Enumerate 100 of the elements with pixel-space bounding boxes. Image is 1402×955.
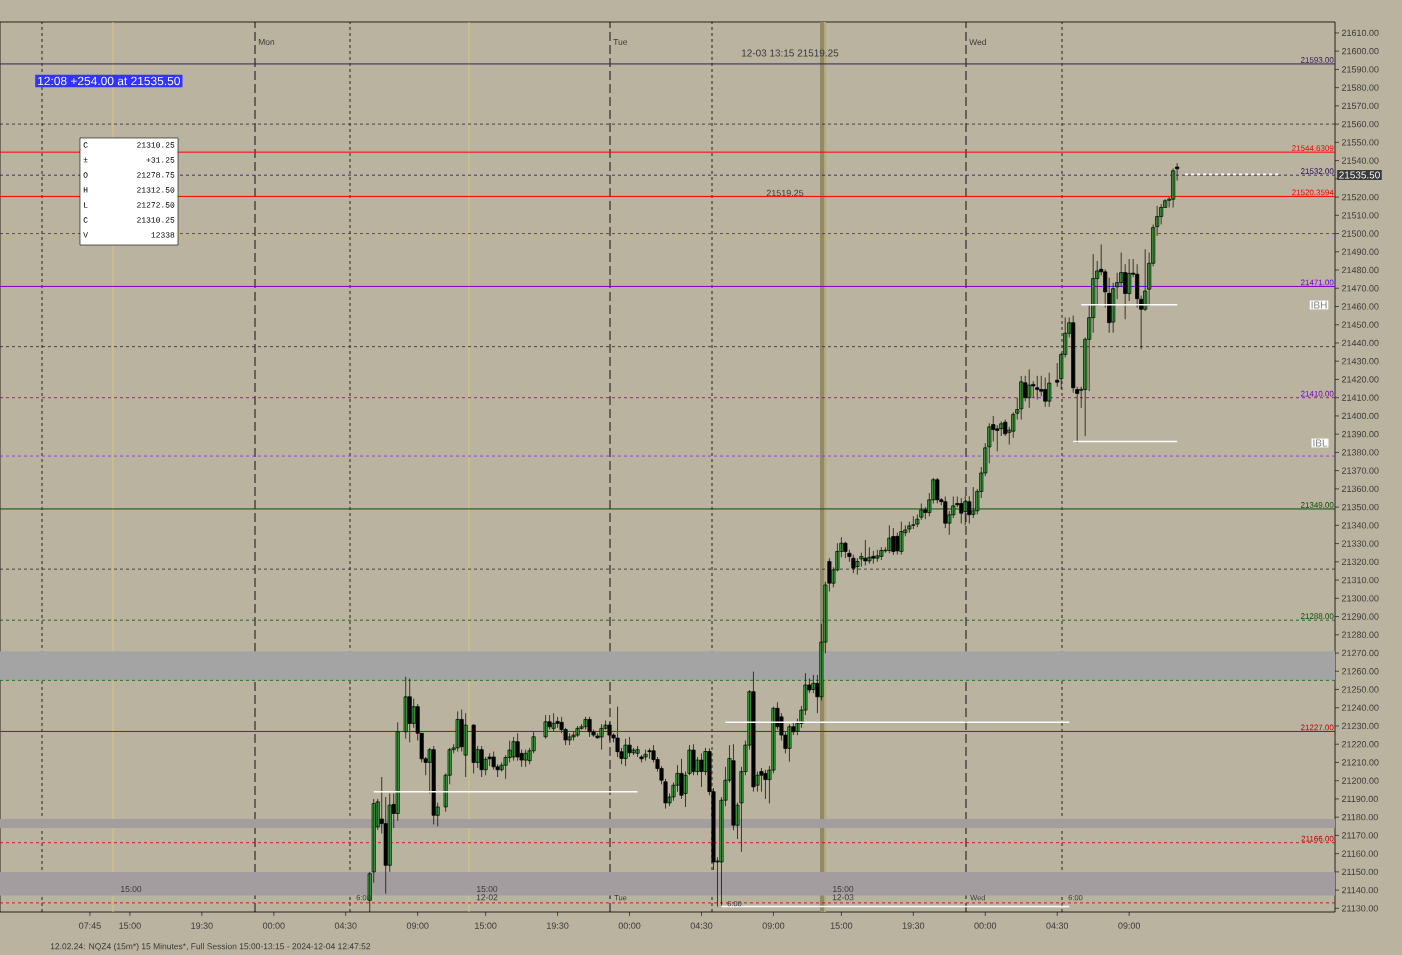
annotation: 12-03 13:15 21519.25: [741, 49, 839, 57]
candlestick: [959, 497, 964, 524]
x-tick-label: 00:00: [974, 922, 997, 929]
candlestick: [471, 723, 476, 774]
y-tick-label: 21550.00: [1341, 139, 1379, 146]
candlestick: [787, 723, 792, 763]
candlestick: [543, 714, 548, 740]
candlestick: [863, 539, 868, 566]
y-tick-label: 21410.00: [1341, 394, 1379, 401]
y-tick-label: 21590.00: [1341, 66, 1379, 73]
candlestick: [511, 736, 516, 761]
y-tick-label: 21490.00: [1341, 248, 1379, 255]
annotation: 12-02: [476, 894, 498, 901]
candlestick: [523, 749, 528, 768]
annotation: 12:08 +254.00 at 21535.50: [38, 76, 180, 86]
candlestick: [407, 678, 412, 743]
y-tick-label: 21330.00: [1341, 540, 1379, 547]
y-tick-label: 21600.00: [1341, 47, 1379, 55]
candlestick: [911, 515, 916, 530]
x-tick-label: 09:00: [762, 922, 785, 929]
candlestick: [1035, 375, 1040, 400]
y-tick-label: 21260.00: [1341, 668, 1379, 675]
y-tick-label: 21310.00: [1341, 576, 1379, 584]
y-tick-label: 21210.00: [1341, 759, 1379, 766]
x-tick-label: 15:00: [119, 922, 141, 929]
candlestick: [555, 716, 560, 729]
annotation: 15:00: [477, 886, 498, 892]
x-tick-label: 19:30: [902, 922, 925, 929]
x-tick-label: 19:30: [191, 922, 213, 929]
annotation: IBL: [1313, 439, 1328, 447]
annotation: Tue: [613, 39, 628, 45]
y-tick-label: 21220.00: [1341, 741, 1379, 748]
y-tick-label: 21140.00: [1341, 886, 1378, 894]
x-tick-label: 04:30: [690, 922, 713, 929]
y-tick-label: 21510.00: [1341, 212, 1379, 219]
candlestick: [851, 554, 856, 574]
y-tick-label: 21360.00: [1341, 485, 1379, 493]
x-tick-label: 09:00: [406, 922, 429, 929]
y-tick-label: 21570.00: [1341, 102, 1379, 110]
text: 21535.50: [1339, 171, 1380, 179]
candlestick: [843, 541, 848, 559]
candlestick: [551, 712, 556, 732]
y-tick-label: 21300.00: [1341, 595, 1379, 602]
y-tick-label: 21280.00: [1341, 631, 1379, 638]
y-tick-label: 21320.00: [1341, 558, 1379, 566]
y-tick-label: 21500.00: [1341, 230, 1379, 237]
candlestick: [855, 557, 860, 575]
y-tick-label: 21450.00: [1341, 321, 1379, 328]
candlestick: [1027, 369, 1032, 409]
y-tick-label: 21180.00: [1341, 813, 1378, 821]
candlestick: [643, 749, 648, 761]
annotation: 21519.25: [766, 189, 804, 197]
y-tick-label: 21200.00: [1341, 777, 1379, 784]
y-tick-label: 21470.00: [1341, 285, 1379, 292]
y-tick-label: 21270.00: [1341, 649, 1379, 657]
x-tick-label: 07:45: [79, 922, 101, 929]
y-tick-label: 21390.00: [1341, 430, 1379, 438]
candlestick: [763, 769, 768, 800]
y-tick-label: 21130.00: [1341, 905, 1378, 912]
x-tick-label: 00:00: [262, 922, 285, 929]
candlestick: [1043, 377, 1048, 408]
y-tick-label: 21440.00: [1341, 339, 1379, 347]
x-tick-label: 04:30: [1046, 922, 1069, 929]
x-tick-label: 00:00: [618, 922, 641, 929]
candlestick: [751, 671, 756, 792]
candlestick: [899, 521, 904, 555]
y-tick-label: 21380.00: [1341, 449, 1379, 456]
y-tick-label: 21290.00: [1341, 613, 1379, 620]
annotation: 15:00: [121, 886, 142, 892]
x-tick-label: 15:00: [830, 922, 853, 929]
candlestick: [1047, 372, 1052, 408]
x-tick-label: 19:30: [547, 922, 569, 929]
candlestick: [879, 546, 884, 561]
annotation: Wed: [969, 38, 986, 46]
y-tick-label: 21580.00: [1341, 84, 1379, 91]
candlestick: [891, 527, 896, 556]
annotation: 12-03: [832, 894, 854, 901]
y-tick-label: 21400.00: [1341, 412, 1379, 420]
x-tick-label: 09:00: [1118, 922, 1141, 929]
annotation: 15:00: [833, 886, 854, 892]
y-tick-label: 21480.00: [1341, 266, 1379, 274]
candlestick: [623, 738, 628, 767]
y-tick-label: 21230.00: [1341, 722, 1379, 730]
y-tick-label: 21350.00: [1341, 503, 1379, 511]
candlestick: [871, 550, 876, 565]
y-tick-label: 21560.00: [1341, 120, 1379, 128]
y-tick-label: 21190.00: [1341, 795, 1378, 803]
candlestick: [403, 676, 408, 740]
candlestick: [599, 723, 604, 751]
x-tick-label: 15:00: [475, 922, 497, 929]
candlestick: [431, 745, 436, 825]
y-tick-label: 21240.00: [1341, 704, 1379, 711]
y-tick-label: 21420.00: [1341, 376, 1379, 383]
annotation: IBH: [1311, 301, 1327, 309]
y-tick-label: 21610.00: [1341, 29, 1379, 37]
candlestick: [479, 745, 484, 778]
candlestick: [935, 477, 940, 504]
y-tick-label: 21370.00: [1341, 467, 1379, 474]
candlestick: [455, 711, 460, 752]
y-tick-label: 21170.00: [1341, 832, 1378, 839]
